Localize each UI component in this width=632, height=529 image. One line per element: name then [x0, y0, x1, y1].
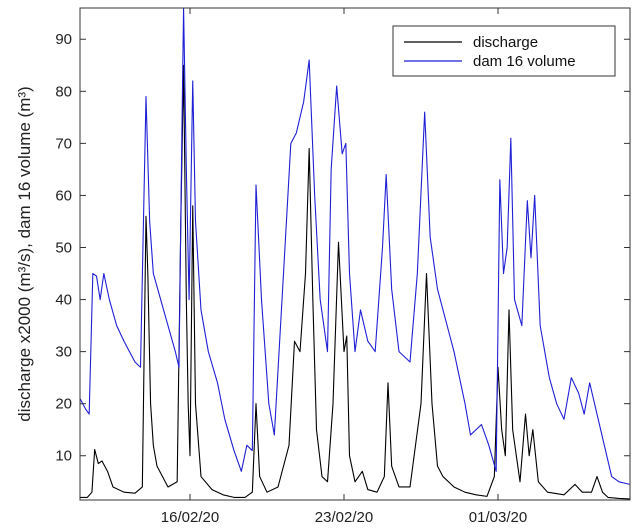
- legend-label-dam-16-volume: dam 16 volume: [473, 53, 576, 70]
- series-line-dam-16-volume: [80, 8, 630, 485]
- y-tick-label: 10: [55, 448, 72, 465]
- ticks-layer: 10 20 30 40 50 60 70 80 90 16/02/20 23/02/20 01/03/…: [55, 8, 630, 526]
- x-tick-label: 16/02/20: [161, 509, 219, 526]
- legend-label-discharge: discharge: [473, 34, 538, 51]
- y-tick-label: 70: [55, 135, 72, 152]
- x-tick-label: 01/03/20: [469, 509, 527, 526]
- plot-frame: [79, 7, 631, 501]
- y-tick-label: 50: [55, 239, 72, 256]
- y-axis-title-group: discharge x2000 (m³/s), dam 16 volume (m…: [15, 86, 34, 421]
- y-axis-title: discharge x2000 (m³/s), dam 16 volume (m…: [15, 86, 34, 421]
- y-tick-label: 40: [55, 292, 72, 309]
- plot-area: [80, 8, 630, 500]
- series-layer: [80, 8, 630, 500]
- y-tick-label: 20: [55, 396, 72, 413]
- legend-box: [392, 25, 616, 77]
- y-tick-label: 60: [55, 187, 72, 204]
- series-line-discharge: [80, 64, 630, 500]
- y-tick-label: 90: [55, 31, 72, 48]
- y-tick-label: 80: [55, 83, 72, 100]
- legend: discharge dam 16 volume: [392, 25, 616, 77]
- y-tick-label: 30: [55, 344, 72, 361]
- x-tick-label: 23/02/20: [315, 509, 373, 526]
